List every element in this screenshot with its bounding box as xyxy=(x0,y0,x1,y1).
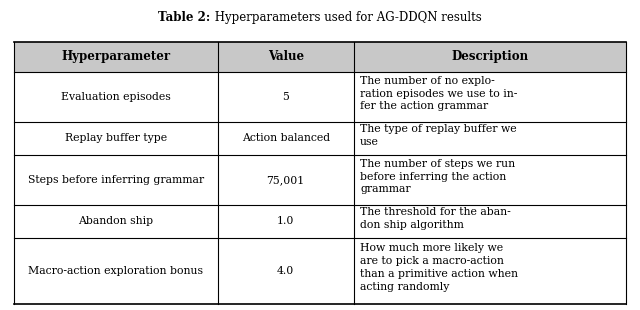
Text: Table 2:: Table 2: xyxy=(159,11,211,24)
Text: 75,001: 75,001 xyxy=(267,175,305,185)
Text: 5: 5 xyxy=(282,92,289,102)
Text: The type of replay buffer we
use: The type of replay buffer we use xyxy=(360,124,516,147)
Text: Action balanced: Action balanced xyxy=(242,133,330,143)
Text: Evaluation episodes: Evaluation episodes xyxy=(61,92,171,102)
Text: Steps before inferring grammar: Steps before inferring grammar xyxy=(28,175,204,185)
Text: 4.0: 4.0 xyxy=(277,266,294,276)
Text: Value: Value xyxy=(268,50,304,63)
Text: The threshold for the aban-
don ship algorithm: The threshold for the aban- don ship alg… xyxy=(360,207,511,230)
Text: Description: Description xyxy=(451,50,529,63)
Text: 1.0: 1.0 xyxy=(277,216,294,226)
Text: The number of no explo-
ration episodes we use to in-
fer the action grammar: The number of no explo- ration episodes … xyxy=(360,76,517,111)
Bar xyxy=(14,42,626,72)
Text: Hyperparameter: Hyperparameter xyxy=(61,50,170,63)
Text: The number of steps we run
before inferring the action
grammar: The number of steps we run before inferr… xyxy=(360,159,515,194)
Text: Hyperparameters used for AG-DDQN results: Hyperparameters used for AG-DDQN results xyxy=(211,11,481,24)
Text: How much more likely we
are to pick a macro-action
than a primitive action when
: How much more likely we are to pick a ma… xyxy=(360,243,518,292)
Text: Replay buffer type: Replay buffer type xyxy=(65,133,167,143)
Text: Abandon ship: Abandon ship xyxy=(78,216,154,226)
Text: Macro-action exploration bonus: Macro-action exploration bonus xyxy=(28,266,204,276)
